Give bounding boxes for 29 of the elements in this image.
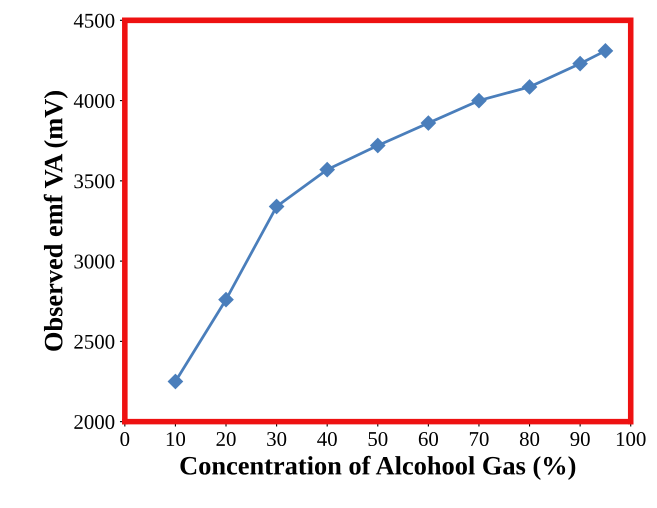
y-tick-label: 4500 — [74, 14, 114, 28]
x-tick-label: 40 — [317, 432, 337, 446]
x-tick-label: 60 — [418, 432, 438, 446]
point — [471, 93, 487, 108]
point — [320, 162, 335, 178]
x-tick-label: 0 — [120, 432, 130, 446]
y-tick-label: 2000 — [74, 415, 114, 430]
point — [370, 138, 386, 154]
x-tick-label: 30 — [267, 432, 286, 446]
x-tick-label: 20 — [216, 432, 236, 446]
point — [598, 43, 613, 58]
x-axis-title: Concentration of Alcohool Gas (%) — [180, 456, 576, 480]
x-tick-label: 100 — [616, 432, 646, 446]
point — [269, 198, 284, 214]
y-tick-label: 3000 — [74, 254, 114, 269]
y-tick-label: 3500 — [74, 174, 114, 188]
x-tick-label: 50 — [368, 432, 388, 446]
x-tick-label: 70 — [470, 432, 489, 446]
x-tick-label: 80 — [520, 432, 540, 446]
point — [572, 56, 588, 72]
point — [218, 292, 234, 308]
x-tick-label: 90 — [570, 432, 590, 446]
point — [168, 374, 183, 390]
y-axis-title: Observed emf VA (mV) — [44, 91, 68, 351]
point — [420, 115, 436, 131]
x-tick-label: 10 — [166, 432, 186, 446]
point — [522, 79, 538, 95]
y-tick-label: 4000 — [74, 94, 114, 108]
y-tick-label: 2500 — [74, 334, 114, 349]
